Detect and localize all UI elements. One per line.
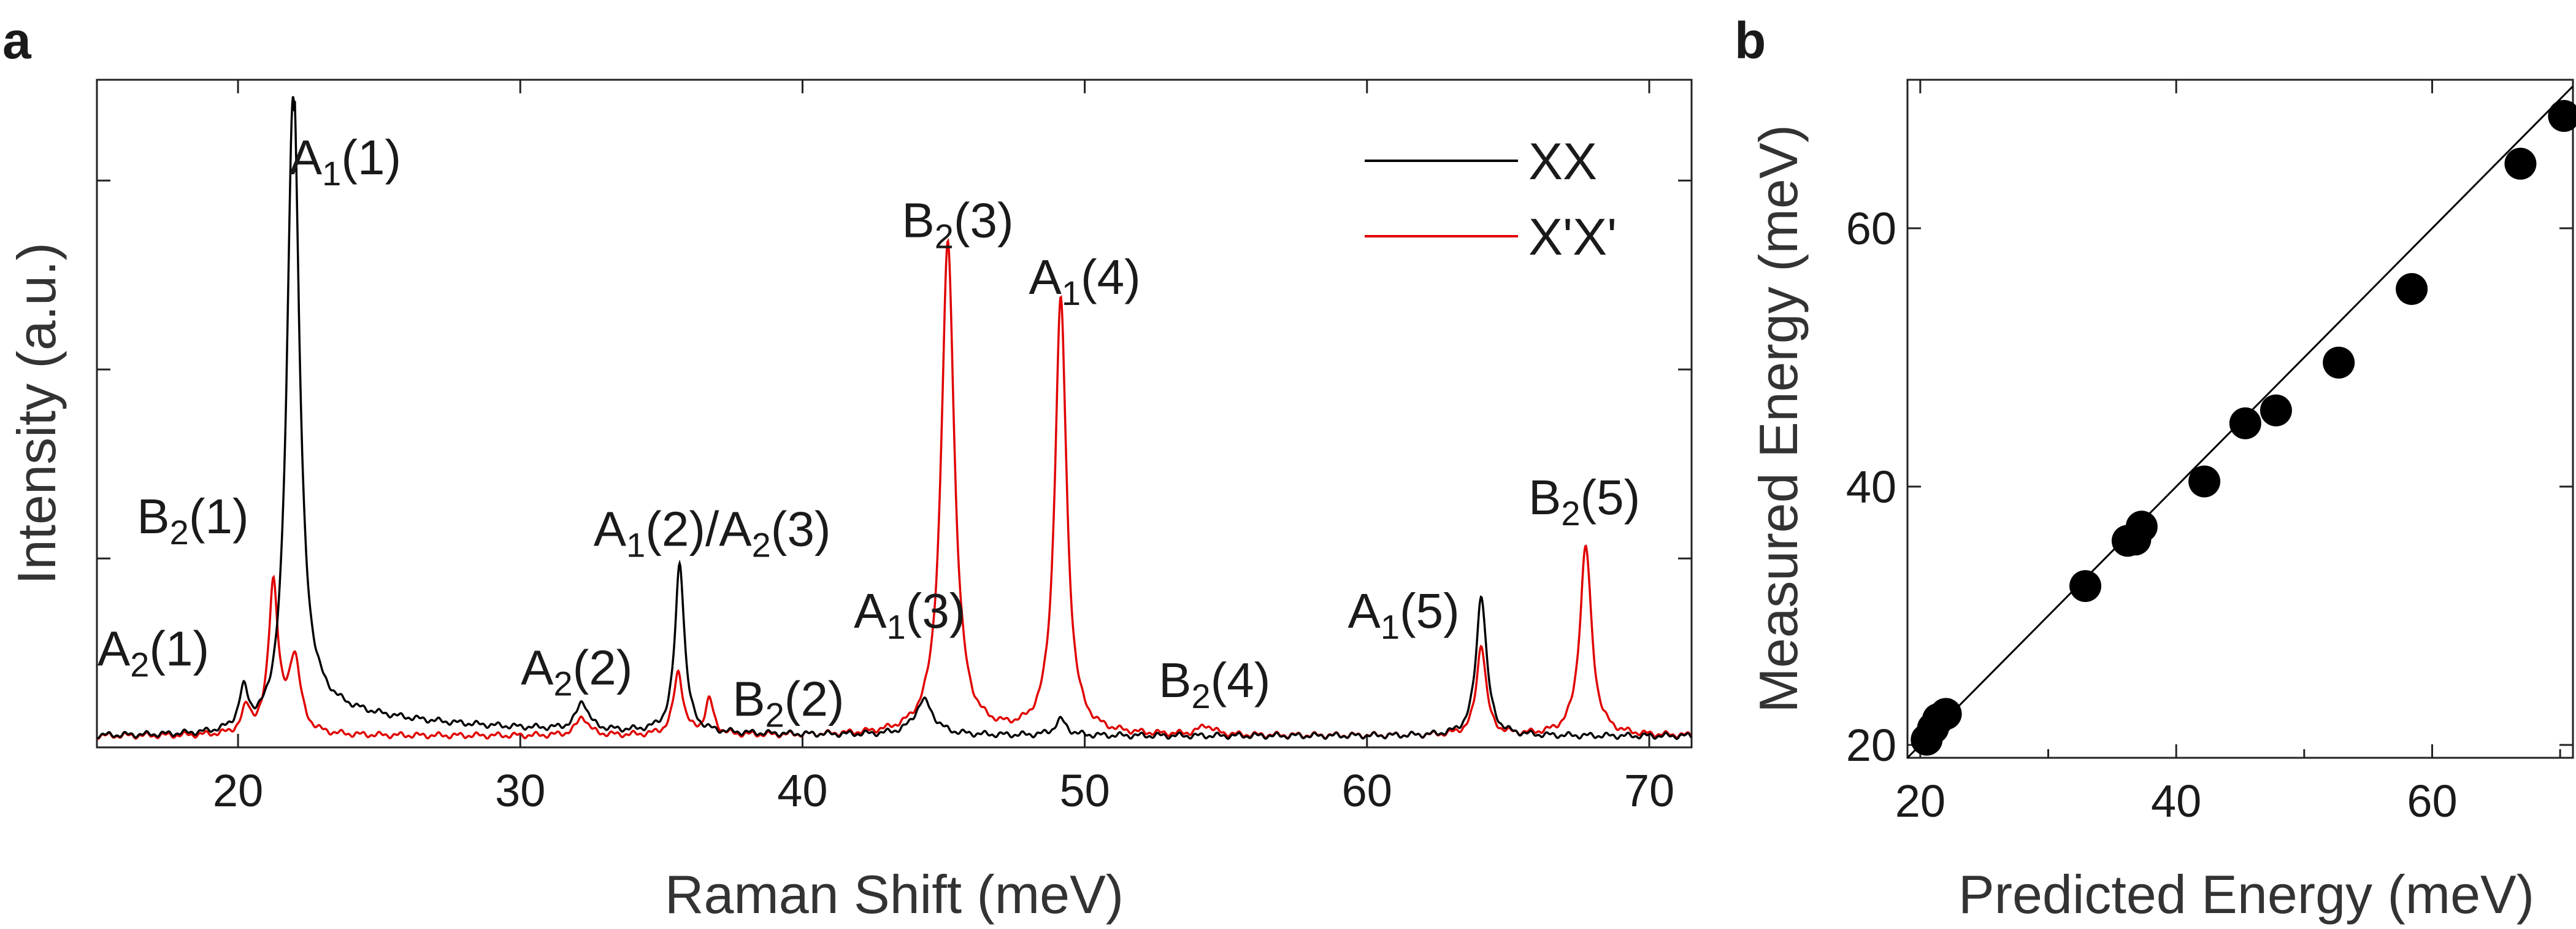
scatter-point [2188, 465, 2221, 498]
peak-label-A1-1: A1(1) [289, 130, 401, 193]
peak-label-A1-3: A1(3) [854, 584, 965, 646]
x-tick-label-b: 20 [1895, 776, 1945, 827]
x-tick-label: 70 [1624, 765, 1674, 816]
legend: XX X'X' [1365, 133, 1617, 266]
peak-label-B2-3: B2(3) [902, 193, 1013, 256]
scatter-point [1930, 698, 1962, 730]
scatter-point [2069, 570, 2102, 603]
x-tick-label-b: 40 [2151, 776, 2201, 827]
x-tick-label: 40 [777, 765, 827, 816]
plot-frame [96, 79, 1693, 749]
series-line-xpxp [97, 237, 1692, 740]
peak-label-A1-2-A2-3: A1(2)/A2(3) [594, 502, 831, 565]
y-axis-title: Intensity (a.u.) [6, 242, 67, 585]
x-tick-label: 20 [213, 765, 263, 816]
x-axis-title: Raman Shift (meV) [665, 864, 1124, 925]
scatter-point [2125, 511, 2158, 543]
peak-label-A1-4: A1(4) [1029, 250, 1140, 312]
peak-label-A1-5: A1(5) [1347, 584, 1459, 646]
scatter-point [2260, 394, 2292, 426]
chart-energy-comparison: 20 40 60 20 40 60 Predicted Energy (meV) Measur… [1748, 79, 2576, 925]
series-line-xx [97, 96, 1692, 741]
chart-raman-spectra: 20 30 40 50 60 70 Raman Shift (meV) Intensity (… [6, 79, 1693, 925]
x-tick-label: 60 [1342, 765, 1392, 816]
scatter-point [2323, 346, 2355, 379]
legend-label-xpxp: X'X' [1528, 208, 1617, 266]
y-tick-label-b: 20 [1846, 720, 1896, 771]
legend-label-xx: XX [1528, 133, 1597, 190]
y-tick-label-b: 60 [1846, 203, 1896, 254]
peak-label-B2-4: B2(4) [1159, 653, 1270, 715]
peak-label-B2-2: B2(2) [732, 672, 844, 734]
peak-label-A2-1: A2(1) [98, 622, 209, 684]
x-tick-label: 50 [1059, 765, 1110, 816]
x-axis-title-b: Predicted Energy (meV) [1958, 864, 2534, 925]
scatter-point [2396, 272, 2428, 305]
peak-label-B2-5: B2(5) [1528, 470, 1640, 533]
peak-label-A2-2: A2(2) [521, 640, 632, 703]
peak-label-B2-1: B2(1) [137, 489, 248, 552]
panel-label-b: b [1735, 12, 1766, 69]
panel-label-a: a [2, 12, 32, 69]
plot-frame-b [1906, 79, 2574, 759]
scatter-point [2504, 147, 2537, 180]
y-tick-label-b: 40 [1846, 461, 1896, 512]
y-axis-title-b: Measured Energy (meV) [1748, 125, 1809, 713]
scatter-point [2229, 407, 2261, 439]
scatter-point [2548, 99, 2576, 132]
x-tick-label-b: 60 [2407, 776, 2457, 827]
x-tick-label: 30 [495, 765, 545, 816]
